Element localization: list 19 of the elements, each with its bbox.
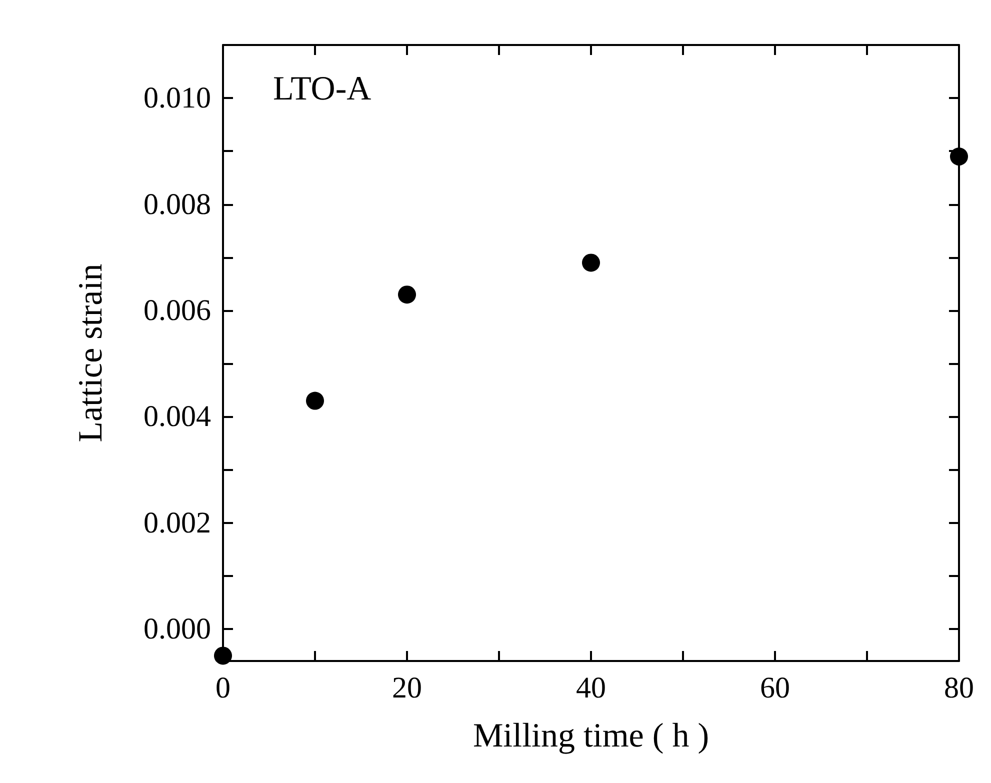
y-tick-label: 0.008 xyxy=(144,188,211,221)
point xyxy=(214,646,232,665)
x-tick-label: 80 xyxy=(944,672,974,704)
y-tick-label: 0.000 xyxy=(144,612,211,646)
annotation: LTO-A xyxy=(273,70,372,108)
point xyxy=(306,392,324,410)
point xyxy=(398,286,416,304)
y-tick-label: 0.010 xyxy=(144,82,211,115)
x-axis-title: Milling time ( h ) xyxy=(472,718,710,754)
y-axis-title: Lattice strain xyxy=(72,264,110,442)
point xyxy=(582,254,600,272)
y-tick-label: 0.004 xyxy=(144,400,211,434)
y-tick-label: 0.002 xyxy=(144,506,211,540)
point xyxy=(950,148,968,166)
x-tick-label: 40 xyxy=(576,672,606,704)
y-tick-label: 0.006 xyxy=(144,294,211,328)
x-tick-label: 0 xyxy=(216,672,230,704)
x-tick-label: 20 xyxy=(392,672,422,704)
x-tick-label: 60 xyxy=(760,672,790,704)
